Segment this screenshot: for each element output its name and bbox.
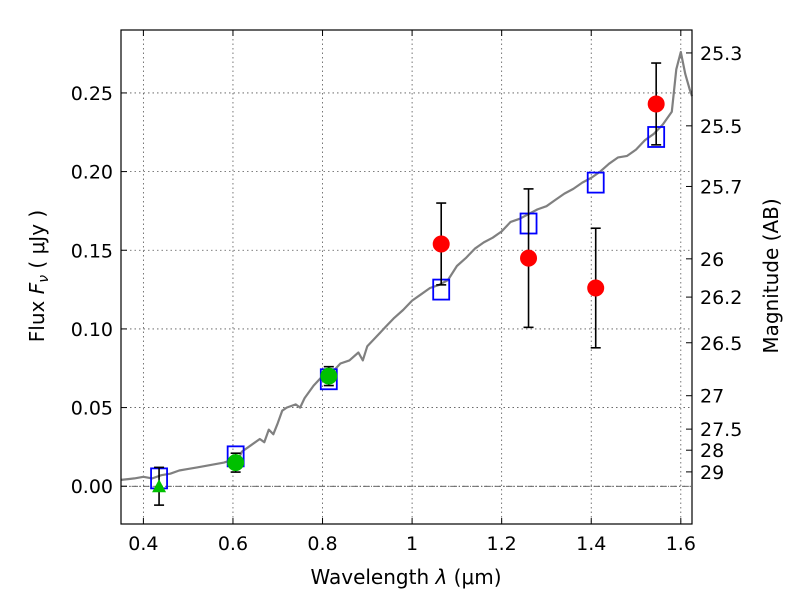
- y-tick-label: 0.05: [71, 398, 113, 420]
- magnitude-tick-label: 25.3: [700, 43, 742, 65]
- y-axis-label: Flux Fν ( μJy ): [25, 210, 52, 342]
- x-tick-label: 0.8: [307, 533, 337, 555]
- magnitude-tick-label: 27: [700, 386, 724, 408]
- upper-limit-triangle: [152, 479, 167, 493]
- y-tick-label: 0.10: [71, 319, 113, 341]
- magnitude-tick-label: 25.5: [700, 116, 742, 138]
- magnitude-tick-label: 28: [700, 440, 724, 462]
- observed-flux-point-red: [520, 249, 538, 267]
- model-photometry-square: [586, 171, 605, 194]
- observed-flux-point-red: [587, 279, 605, 297]
- magnitude-tick-label: 26.5: [700, 333, 742, 355]
- observed-flux-point-red: [432, 235, 450, 253]
- marker-layer: [150, 62, 666, 506]
- x-tick-label: 0.4: [128, 533, 158, 555]
- y-tick-label: 0.00: [71, 476, 113, 498]
- magnitude-tick-label: 29: [700, 462, 724, 484]
- x-tick-label: 1.4: [576, 533, 606, 555]
- y-tick-label: 0.25: [71, 83, 113, 105]
- x-tick-label: 0.6: [218, 533, 248, 555]
- observed-flux-point-red: [647, 95, 665, 113]
- plot-frame: [120, 29, 693, 525]
- magnitude-tick-label: 27.5: [700, 419, 742, 441]
- observed-flux-point-green: [320, 367, 338, 385]
- magnitude-tick-label: 26: [700, 249, 724, 271]
- x-tick-label: 1.2: [487, 533, 517, 555]
- grid-layer: [121, 30, 692, 524]
- magnitude-tick-label: 26.2: [700, 287, 742, 309]
- y-tick-label: 0.15: [71, 240, 113, 262]
- tick-layer: 0.4 0.6 0.8 1 1.2 1.4 1.6 0.00 0.05 0.10 0.15 0.20 0…: [71, 30, 742, 555]
- magnitude-tick-label: 25.7: [700, 176, 742, 198]
- x-tick-label: 1: [406, 533, 418, 555]
- x-axis-label: Wavelength λ (μm): [310, 565, 501, 589]
- y-tick-label: 0.20: [71, 162, 113, 184]
- observed-flux-point-green: [227, 454, 245, 472]
- x-tick-label: 1.6: [666, 533, 696, 555]
- magnitude-axis-label: Magnitude (AB): [759, 198, 783, 353]
